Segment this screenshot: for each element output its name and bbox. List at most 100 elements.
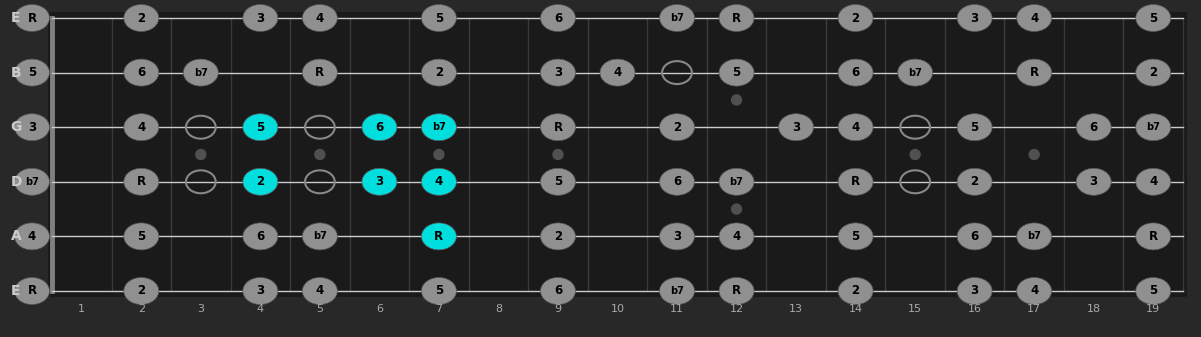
Ellipse shape [124, 223, 159, 250]
Circle shape [731, 204, 741, 214]
Text: b7: b7 [670, 286, 683, 296]
Text: 5: 5 [256, 121, 264, 134]
Text: 2: 2 [138, 304, 145, 314]
Text: 4: 4 [614, 66, 622, 79]
Text: b7: b7 [1146, 122, 1160, 132]
Text: 13: 13 [789, 304, 803, 314]
Text: 6: 6 [376, 304, 383, 314]
Text: 15: 15 [908, 304, 922, 314]
Text: 5: 5 [1149, 11, 1158, 25]
Text: 5: 5 [554, 175, 562, 188]
Ellipse shape [1136, 223, 1171, 250]
Text: b7: b7 [908, 68, 922, 78]
Ellipse shape [1017, 223, 1052, 250]
Text: 5: 5 [316, 304, 323, 314]
Ellipse shape [362, 114, 396, 141]
Text: G: G [11, 120, 22, 134]
Ellipse shape [422, 277, 456, 305]
Ellipse shape [838, 59, 873, 86]
Text: 4: 4 [1030, 284, 1039, 298]
Text: 6: 6 [1089, 121, 1098, 134]
Text: 3: 3 [970, 284, 979, 298]
Ellipse shape [1136, 114, 1171, 141]
Circle shape [552, 150, 563, 159]
Ellipse shape [540, 114, 575, 141]
Ellipse shape [957, 277, 992, 305]
Text: 14: 14 [849, 304, 862, 314]
Ellipse shape [243, 168, 277, 195]
Ellipse shape [540, 59, 575, 86]
Ellipse shape [659, 4, 694, 31]
Ellipse shape [14, 4, 49, 31]
Text: R: R [435, 230, 443, 243]
Text: 10: 10 [610, 304, 625, 314]
Text: R: R [852, 175, 860, 188]
Text: 6: 6 [137, 66, 145, 79]
Text: 4: 4 [1149, 175, 1158, 188]
Ellipse shape [1076, 114, 1111, 141]
Text: 3: 3 [197, 304, 204, 314]
Text: R: R [731, 11, 741, 25]
Text: b7: b7 [313, 232, 327, 241]
Text: 4: 4 [316, 11, 324, 25]
Text: R: R [316, 66, 324, 79]
Text: 16: 16 [968, 304, 981, 314]
Ellipse shape [243, 114, 277, 141]
Circle shape [1029, 150, 1039, 159]
Ellipse shape [124, 4, 159, 31]
Text: 4: 4 [733, 230, 741, 243]
Text: 2: 2 [137, 11, 145, 25]
Text: 12: 12 [729, 304, 743, 314]
Ellipse shape [719, 223, 754, 250]
Text: 4: 4 [316, 284, 324, 298]
Ellipse shape [659, 114, 694, 141]
Text: 4: 4 [137, 121, 145, 134]
Ellipse shape [838, 114, 873, 141]
Ellipse shape [838, 4, 873, 31]
Ellipse shape [14, 168, 49, 195]
Ellipse shape [600, 59, 635, 86]
Ellipse shape [303, 59, 337, 86]
Ellipse shape [1076, 168, 1111, 195]
Ellipse shape [243, 4, 277, 31]
Text: 5: 5 [852, 230, 860, 243]
Ellipse shape [14, 223, 49, 250]
Ellipse shape [422, 4, 456, 31]
Text: A: A [11, 229, 22, 243]
Text: 5: 5 [435, 11, 443, 25]
Ellipse shape [957, 168, 992, 195]
Ellipse shape [838, 168, 873, 195]
Ellipse shape [719, 277, 754, 305]
Ellipse shape [184, 59, 219, 86]
Text: 5: 5 [28, 66, 36, 79]
Text: R: R [28, 284, 36, 298]
Circle shape [196, 150, 205, 159]
Text: R: R [1029, 66, 1039, 79]
Text: 3: 3 [791, 121, 800, 134]
Ellipse shape [1017, 277, 1052, 305]
Ellipse shape [838, 223, 873, 250]
Ellipse shape [778, 114, 813, 141]
Ellipse shape [1136, 59, 1171, 86]
Text: R: R [137, 175, 145, 188]
Text: 4: 4 [28, 230, 36, 243]
Ellipse shape [540, 168, 575, 195]
Ellipse shape [719, 59, 754, 86]
Ellipse shape [719, 4, 754, 31]
Ellipse shape [957, 114, 992, 141]
Ellipse shape [659, 223, 694, 250]
Ellipse shape [303, 223, 337, 250]
Ellipse shape [957, 223, 992, 250]
Text: E: E [11, 284, 20, 298]
Ellipse shape [14, 277, 49, 305]
Text: 4: 4 [435, 175, 443, 188]
Ellipse shape [1017, 4, 1052, 31]
Ellipse shape [124, 114, 159, 141]
Ellipse shape [362, 168, 396, 195]
Ellipse shape [14, 114, 49, 141]
Ellipse shape [14, 59, 49, 86]
Text: 11: 11 [670, 304, 685, 314]
Text: 5: 5 [1149, 284, 1158, 298]
Ellipse shape [1136, 4, 1171, 31]
Text: 6: 6 [554, 11, 562, 25]
